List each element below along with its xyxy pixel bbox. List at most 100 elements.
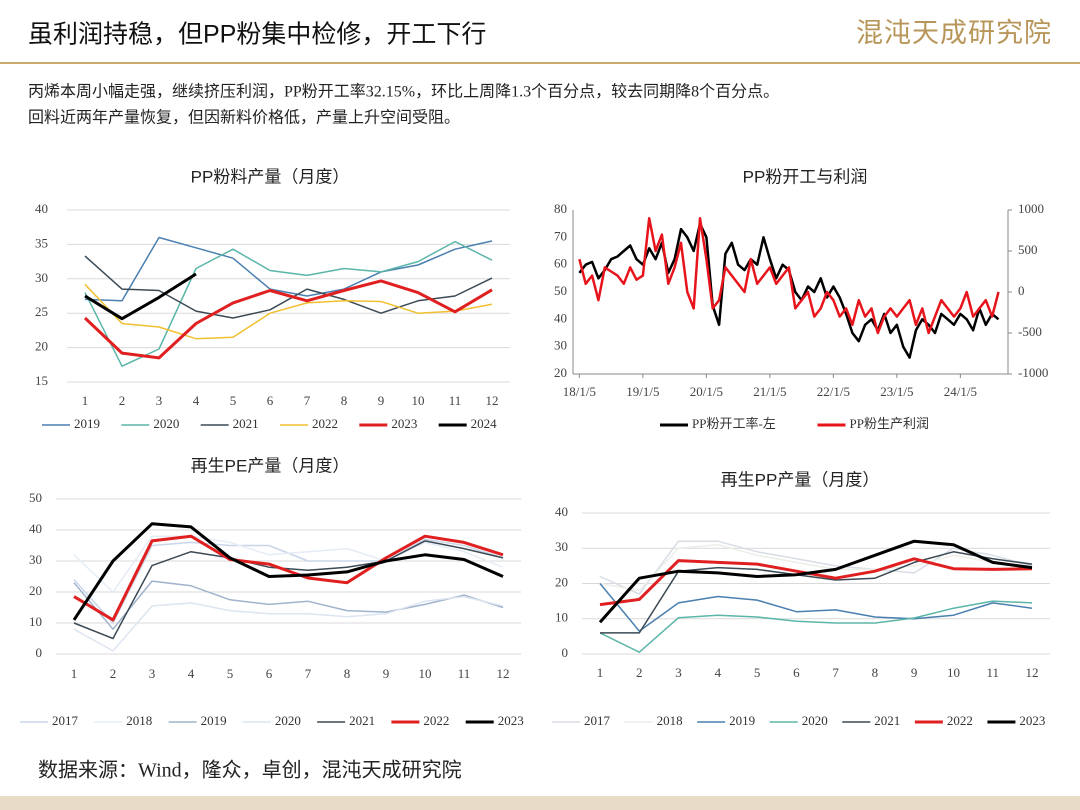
x-tick-label: 21/1/5: [753, 384, 786, 399]
x-tick-label: 2: [119, 393, 126, 408]
x-tick-label: 12: [497, 666, 510, 681]
chart-title: 再生PE产量（月度）: [191, 456, 350, 475]
footer-band: [0, 796, 1080, 810]
y2-tick-label: 1000: [1018, 201, 1044, 216]
legend-label: 2020: [802, 713, 828, 728]
description-line: 丙烯本周小幅走强，继续挤压利润，PP粉开工率32.15%，环比上周降1.3个百分…: [28, 83, 779, 101]
y-tick-label: 20: [555, 574, 568, 589]
series-line: [72, 522, 504, 621]
legend-label: PP粉生产利润: [850, 416, 929, 431]
y-tick-label: 40: [554, 310, 567, 325]
x-tick-label: 11: [449, 393, 462, 408]
series-line: [84, 240, 493, 367]
legend-label: 2017: [584, 713, 611, 728]
x-tick-label: 11: [458, 666, 471, 681]
x-tick-label: 4: [715, 665, 722, 680]
legend-label: 2022: [947, 713, 973, 728]
legend-label: 2022: [423, 713, 449, 728]
y-tick-label: 0: [562, 645, 569, 660]
legend-label: 2021: [349, 713, 375, 728]
x-tick-label: 10: [412, 393, 425, 408]
y-tick-label: 80: [554, 201, 567, 216]
x-tick-label: 6: [793, 665, 800, 680]
y-tick-label: 40: [35, 201, 48, 216]
x-tick-label: 8: [341, 393, 348, 408]
series-line: [73, 580, 504, 630]
series-line: [84, 255, 493, 319]
series-line: [84, 272, 197, 321]
x-tick-label: 9: [383, 666, 390, 681]
legend-label: 2024: [471, 416, 498, 431]
chart-title: PP粉料产量（月度）: [191, 167, 350, 186]
series-line: [599, 557, 1033, 607]
legend-label: 2019: [201, 713, 227, 728]
x-tick-label: 5: [754, 665, 761, 680]
x-tick-label: 7: [832, 665, 839, 680]
series-line: [599, 543, 1033, 592]
y2-tick-label: 500: [1018, 242, 1038, 257]
series-line: [578, 216, 1000, 335]
x-tick-label: 9: [911, 665, 918, 680]
y-tick-label: 15: [35, 373, 48, 388]
x-tick-label: 8: [344, 666, 351, 681]
series-line: [84, 236, 493, 302]
legend-label: 2017: [52, 713, 79, 728]
x-tick-label: 10: [419, 666, 432, 681]
x-tick-label: 5: [230, 393, 237, 408]
y-tick-label: 70: [554, 228, 567, 243]
series-line: [83, 279, 493, 360]
legend-label: 2023: [498, 713, 524, 728]
x-tick-label: 1: [71, 666, 78, 681]
series-line: [73, 534, 504, 622]
x-tick-label: 3: [675, 665, 682, 680]
series-line: [599, 600, 1033, 653]
y-tick-label: 30: [35, 270, 48, 285]
y-tick-label: 20: [554, 365, 567, 380]
x-tick-label: 4: [188, 666, 195, 681]
series-line: [73, 535, 504, 593]
y-tick-label: 10: [29, 614, 42, 629]
y2-tick-label: -500: [1018, 324, 1042, 339]
x-tick-label: 2: [110, 666, 117, 681]
legend-label: PP粉开工率-左: [692, 416, 776, 431]
legend-label: 2022: [312, 416, 338, 431]
x-tick-label: 22/1/5: [817, 384, 850, 399]
chart-title: PP粉开工与利润: [743, 167, 868, 186]
x-tick-label: 9: [378, 393, 385, 408]
series-line: [600, 551, 1033, 634]
legend-label: 2023: [391, 416, 417, 431]
series-line: [599, 583, 1033, 632]
x-tick-label: 6: [266, 666, 273, 681]
x-tick-label: 7: [304, 393, 311, 408]
y-tick-label: 30: [554, 338, 567, 353]
x-tick-label: 7: [305, 666, 312, 681]
y-tick-label: 60: [554, 256, 567, 271]
x-tick-label: 2: [636, 665, 643, 680]
source-note: 数据来源：Wind，隆众，卓创，混沌天成研究院: [38, 759, 462, 782]
y-tick-label: 50: [29, 490, 42, 505]
legend-label: 2019: [729, 713, 755, 728]
series-line: [578, 222, 1000, 359]
y-tick-label: 50: [554, 283, 567, 298]
y-tick-label: 40: [29, 521, 42, 536]
x-tick-label: 19/1/5: [626, 384, 659, 399]
legend-label: 2021: [874, 713, 900, 728]
y-tick-label: 30: [29, 552, 42, 567]
x-tick-label: 3: [156, 393, 163, 408]
x-tick-label: 20/1/5: [690, 384, 723, 399]
series-line: [73, 595, 504, 652]
x-tick-label: 5: [227, 666, 234, 681]
series-line: [73, 540, 504, 640]
legend-label: 2019: [74, 416, 100, 431]
y-tick-label: 20: [35, 339, 48, 354]
legend-label: 2020: [275, 713, 301, 728]
x-tick-label: 10: [947, 665, 960, 680]
y-tick-label: 35: [35, 235, 48, 250]
x-tick-label: 12: [486, 393, 499, 408]
y-tick-label: 40: [555, 504, 568, 519]
page-title: 虽利润持稳，但PP粉集中检修，开工下行: [28, 21, 486, 49]
series-line: [84, 283, 493, 340]
y-tick-label: 10: [555, 610, 568, 625]
y2-tick-label: -1000: [1018, 365, 1048, 380]
